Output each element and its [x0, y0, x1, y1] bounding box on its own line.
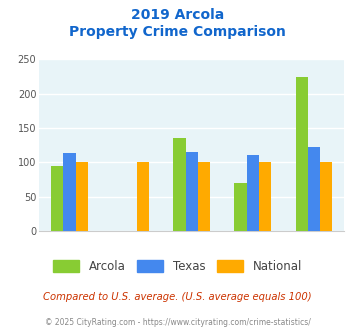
Bar [295, 77, 308, 231]
Bar [320, 162, 332, 231]
Bar [64, 153, 76, 231]
Text: Property Crime Comparison: Property Crime Comparison [69, 25, 286, 39]
Bar [259, 162, 271, 231]
Bar [51, 166, 64, 231]
Text: Compared to U.S. average. (U.S. average equals 100): Compared to U.S. average. (U.S. average … [43, 292, 312, 302]
Bar [198, 162, 210, 231]
Bar [137, 162, 149, 231]
Bar [186, 152, 198, 231]
Bar [234, 183, 247, 231]
Text: © 2025 CityRating.com - https://www.cityrating.com/crime-statistics/: © 2025 CityRating.com - https://www.city… [45, 318, 310, 327]
Bar [247, 155, 259, 231]
Legend: Arcola, Texas, National: Arcola, Texas, National [48, 255, 307, 278]
Bar [173, 138, 186, 231]
Bar [308, 147, 320, 231]
Text: 2019 Arcola: 2019 Arcola [131, 8, 224, 22]
Bar [76, 162, 88, 231]
